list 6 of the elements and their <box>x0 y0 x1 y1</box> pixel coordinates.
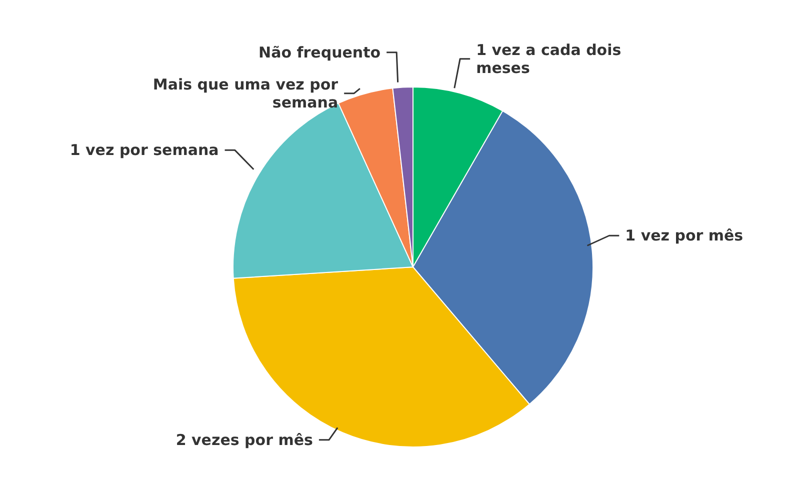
slice-label: 1 vez por mês <box>625 226 744 245</box>
slice-label: 1 vez por semana <box>70 141 219 160</box>
slice-label: 2 vezes por mês <box>176 430 314 449</box>
slice-label: Não frequento <box>258 43 381 62</box>
slice-label: 1 vez a cada dois meses <box>476 40 622 77</box>
slice-label: Mais que uma vez por semana <box>152 75 339 112</box>
